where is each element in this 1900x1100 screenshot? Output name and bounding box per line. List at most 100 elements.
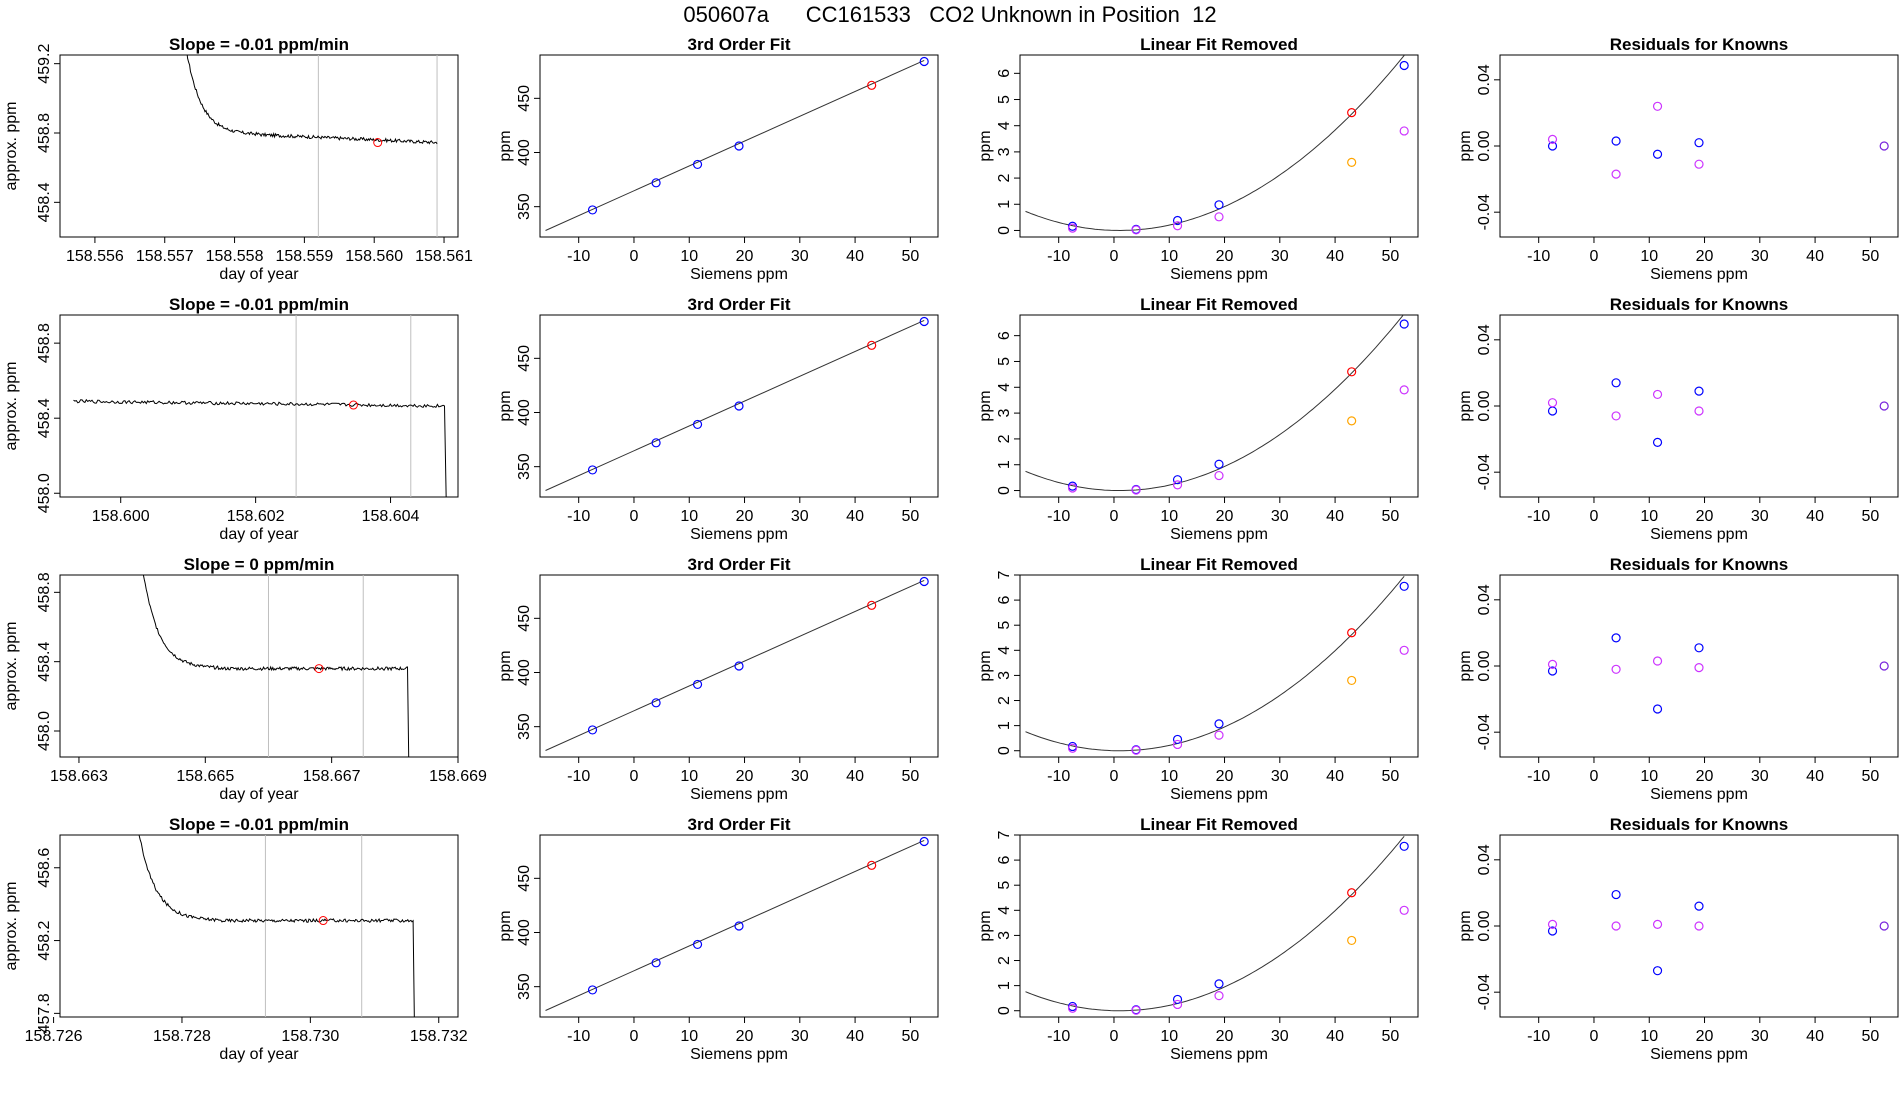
panel-title: Residuals for Knowns (1610, 555, 1789, 574)
data-point (587, 985, 598, 995)
y-axis-label: ppm (1457, 910, 1474, 941)
x-tick-label: 0 (1110, 508, 1119, 525)
x-tick-label: 20 (1216, 768, 1234, 785)
x-tick-label: 158.560 (345, 248, 403, 265)
x-axis-label: Siemens ppm (1650, 526, 1748, 543)
y-tick-label: 458.0 (36, 711, 53, 751)
ppm-trace (186, 55, 438, 145)
data-point (1347, 157, 1357, 167)
panel-title: Linear Fit Removed (1140, 555, 1298, 574)
x-tick-label: 10 (1640, 508, 1658, 525)
y-axis-label: approx. ppm (3, 362, 20, 451)
x-tick-label: 50 (901, 508, 919, 525)
data-point (1172, 475, 1183, 485)
panel-title: Slope = -0.01 ppm/min (169, 35, 349, 54)
data-point (651, 958, 661, 968)
x-axis-label: Siemens ppm (690, 526, 788, 543)
y-tick-label: -0.04 (1476, 974, 1493, 1011)
plot-area (545, 836, 929, 1011)
data-point (1067, 1003, 1078, 1013)
y-axis-label: ppm (977, 650, 994, 681)
data-point (867, 80, 877, 90)
x-tick-label: 30 (1751, 768, 1769, 785)
data-point (1547, 398, 1558, 408)
panel-4-4: Residuals for Knowns -10 0 10 20 30 40 50 -0.04 0… (1457, 815, 1899, 1063)
page-title: 050607a CC161533 CO2 Unknown in Position… (683, 2, 1217, 27)
x-tick-label: 20 (1216, 248, 1234, 265)
x-tick-label: 10 (1640, 248, 1658, 265)
y-tick-label: 1 (996, 721, 1013, 730)
x-tick-label: 10 (1160, 248, 1178, 265)
x-tick-label: 10 (680, 768, 698, 785)
x-tick-label: 158.559 (275, 248, 333, 265)
plot-frame (59, 54, 459, 238)
y-tick-label: 2 (996, 696, 1013, 705)
y-tick-label: 5 (996, 881, 1013, 890)
data-point (867, 860, 877, 870)
panel-title: Linear Fit Removed (1140, 295, 1298, 314)
x-tick-label: 50 (1861, 248, 1879, 265)
x-axis-label: Siemens ppm (1650, 1046, 1748, 1063)
data-point (1694, 159, 1704, 169)
y-axis-label: ppm (497, 910, 514, 941)
x-tick-label: -10 (567, 1028, 590, 1045)
y-tick-label: 350 (516, 973, 533, 1000)
data-point (1652, 704, 1663, 714)
y-tick-label: 0 (996, 226, 1013, 235)
y-tick-label: 5 (996, 95, 1013, 104)
y-tick-label: 0 (996, 746, 1013, 755)
data-point (1879, 661, 1889, 671)
x-axis-label: Siemens ppm (1650, 266, 1748, 283)
x-tick-label: 10 (680, 248, 698, 265)
data-point (1547, 134, 1558, 144)
data-point (867, 340, 877, 350)
y-tick-label: 0.00 (1476, 910, 1493, 941)
data-point (1547, 666, 1558, 676)
x-tick-label: 158.669 (429, 768, 487, 785)
sample-marker (318, 916, 328, 926)
data-point (1547, 926, 1558, 936)
x-tick-label: -10 (1047, 508, 1070, 525)
plot-frame (1499, 574, 1899, 758)
data-point (1347, 888, 1357, 898)
x-tick-label: 50 (1861, 508, 1879, 525)
panel-2-4: Residuals for Knowns -10 0 10 20 30 40 50 -0.04 0… (1457, 295, 1899, 543)
panel-title: Linear Fit Removed (1140, 35, 1298, 54)
x-tick-label: 50 (901, 1028, 919, 1045)
data-point (1694, 663, 1704, 673)
panel-1-1: Slope = -0.01 ppm/min 158.556 158.557 158.5… (3, 35, 473, 283)
data-point (734, 401, 744, 411)
x-tick-label: 50 (901, 248, 919, 265)
plot-area (545, 56, 929, 231)
data-point (919, 836, 929, 847)
plot-area (1547, 101, 1889, 179)
data-point (1172, 215, 1183, 226)
data-point (1399, 126, 1409, 136)
panel-title: Linear Fit Removed (1140, 815, 1298, 834)
data-point (1879, 141, 1889, 151)
y-tick-label: 0 (996, 486, 1013, 495)
data-point (1214, 200, 1224, 210)
data-point (1652, 389, 1663, 400)
panel-title: 3rd Order Fit (688, 555, 791, 574)
x-tick-label: 158.665 (176, 768, 234, 785)
ppm-trace (142, 575, 410, 757)
panel-title: Residuals for Knowns (1610, 815, 1789, 834)
x-tick-label: 158.730 (281, 1028, 339, 1045)
x-tick-label: 40 (1326, 248, 1344, 265)
x-tick-label: 158.667 (303, 768, 361, 785)
x-tick-label: 50 (901, 768, 919, 785)
data-point (1347, 367, 1357, 377)
x-tick-label: 40 (1806, 1028, 1824, 1045)
y-tick-label: 0.04 (1476, 844, 1493, 875)
x-tick-label: 20 (736, 508, 754, 525)
x-tick-label: 30 (1751, 248, 1769, 265)
x-tick-label: 30 (1271, 508, 1289, 525)
data-point (1652, 149, 1663, 159)
data-point (1399, 319, 1409, 329)
data-point (1611, 378, 1621, 388)
panel-title: 3rd Order Fit (688, 815, 791, 834)
plot-frame (539, 574, 939, 758)
data-point (1652, 437, 1663, 447)
data-point (651, 178, 661, 188)
